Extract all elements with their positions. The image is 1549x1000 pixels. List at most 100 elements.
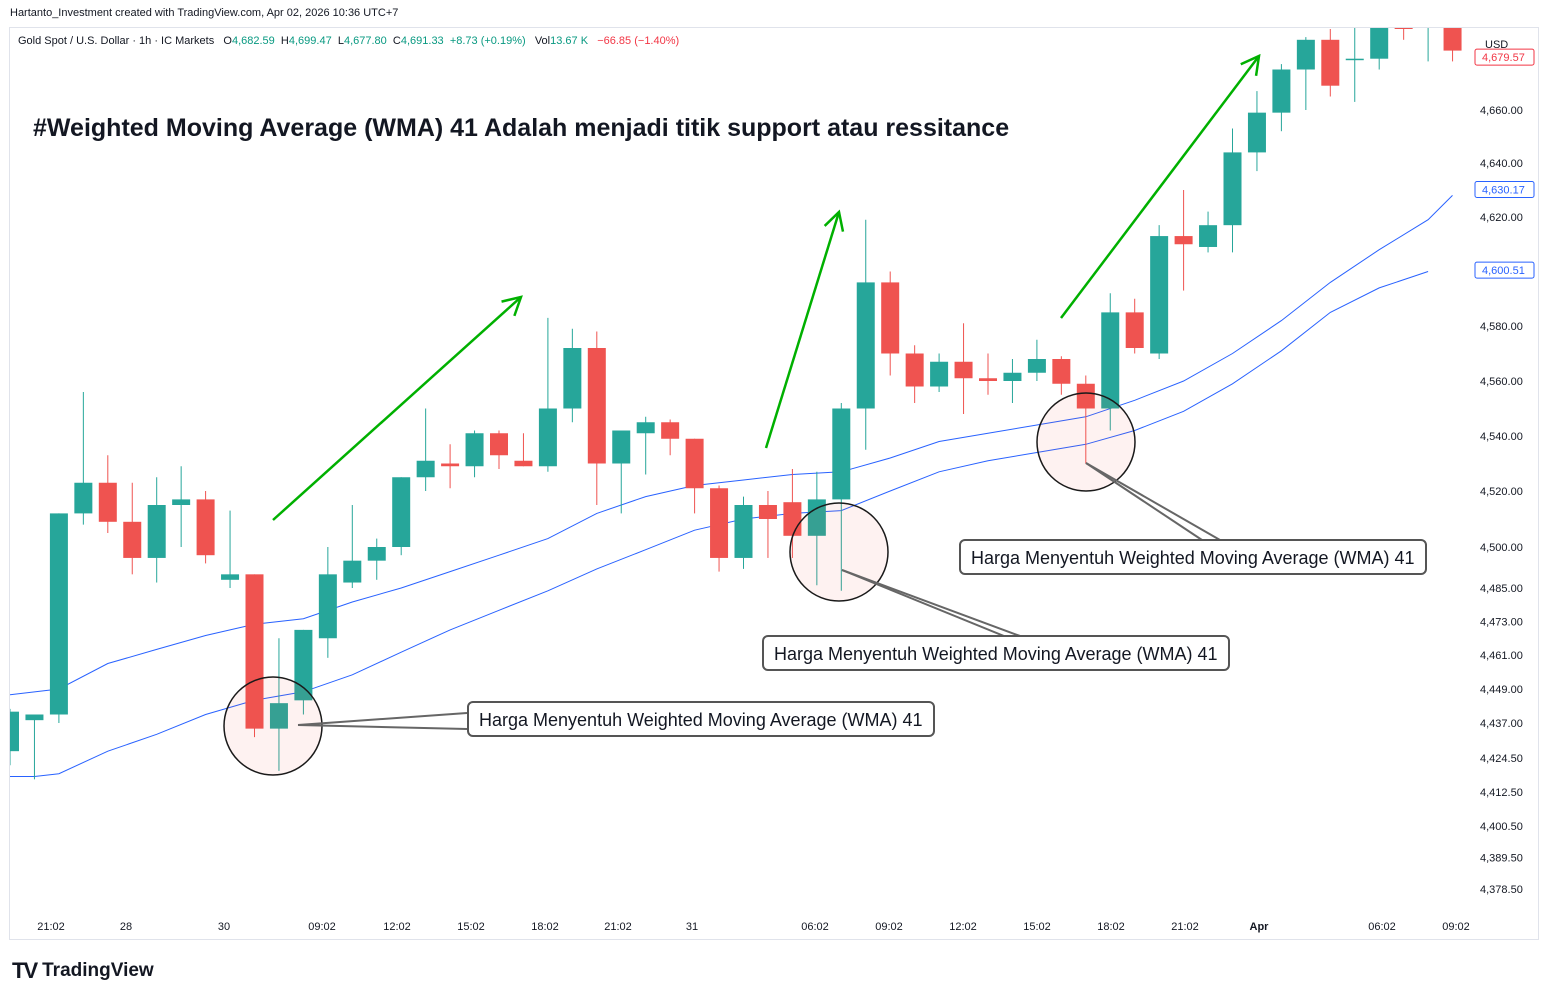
y-tick-label: 4,389.50 (1480, 853, 1523, 865)
candle-body (832, 408, 851, 500)
candle-body (245, 574, 264, 729)
candle-body (367, 547, 386, 561)
candle-body (563, 348, 582, 409)
candle (392, 477, 411, 556)
candle (1199, 211, 1218, 253)
price-change: +8.73 (+0.19%) (449, 35, 526, 47)
y-tick-label: 4,560.00 (1480, 376, 1523, 388)
candle-body (636, 422, 655, 434)
candle (685, 438, 704, 514)
candle-body (1321, 39, 1340, 86)
candle (807, 471, 826, 586)
trend-arrow-2 (764, 211, 841, 449)
candle (612, 430, 631, 514)
candle-body (147, 505, 166, 558)
candle (1370, 28, 1389, 70)
candle-body (1272, 69, 1291, 113)
candle-body (294, 629, 313, 701)
candle-body (758, 505, 777, 519)
candle (710, 485, 729, 572)
trend-arrow-head (501, 295, 523, 317)
x-tick-label: 15:02 (457, 921, 485, 933)
y-tick-label: 4,437.00 (1480, 718, 1523, 730)
candle (1272, 64, 1291, 132)
candle-body (196, 499, 215, 556)
x-tick-label: 09:02 (875, 921, 903, 933)
tradingview-logo[interactable]: TV TradingView (12, 958, 154, 984)
trend-arrow-3 (1060, 55, 1260, 319)
y-tick-label: 4,424.50 (1480, 753, 1523, 765)
candle (905, 345, 924, 403)
candle (538, 317, 557, 472)
candle (1321, 29, 1340, 97)
x-tick-label: 31 (686, 921, 698, 933)
callout-wma-touch-1[interactable]: Harga Menyentuh Weighted Moving Average … (467, 701, 935, 737)
candle (294, 629, 313, 715)
candle-body (1345, 58, 1364, 61)
candle (25, 714, 44, 780)
candle (1223, 128, 1242, 253)
candle (465, 430, 484, 478)
y-tick-label: 4,580.00 (1480, 321, 1523, 333)
wma-line-1 (10, 195, 1453, 696)
callout-leader-line (1085, 462, 1221, 541)
close-label: C (392, 35, 401, 47)
candle (1427, 28, 1429, 62)
y-tick-label: 4,620.00 (1480, 212, 1523, 224)
candle (10, 708, 19, 766)
candle (1443, 28, 1462, 62)
candle (343, 505, 362, 588)
symbol-name[interactable]: Gold Spot / U.S. Dollar · 1h · IC Market… (18, 35, 215, 47)
candle-body (172, 499, 191, 505)
candle-body (881, 282, 900, 354)
candle (123, 482, 142, 575)
candle-body (1223, 152, 1242, 226)
candle (221, 510, 240, 588)
y-tick-label: 4,378.50 (1480, 884, 1523, 896)
chart-headline: #Weighted Moving Average (WMA) 41 Adalah… (33, 114, 1010, 142)
callout-leader-line (1085, 462, 1203, 541)
price-tag-text: 4,630.17 (1482, 185, 1525, 197)
candle-body (392, 477, 411, 547)
high-label: H (280, 35, 289, 47)
candle-body (905, 353, 924, 387)
candle (147, 477, 166, 583)
candle-body (587, 348, 606, 464)
candle (367, 538, 386, 580)
x-tick-label: 15:02 (1023, 921, 1051, 933)
candle-body (1052, 359, 1071, 384)
x-tick-label: 21:02 (37, 921, 65, 933)
candle-body (1199, 225, 1218, 247)
candle (1027, 339, 1046, 381)
trend-arrow-head (823, 209, 845, 232)
candle-body (1370, 28, 1389, 59)
y-tick-label: 4,473.00 (1480, 617, 1523, 629)
trend-arrow-1 (272, 296, 522, 521)
candle-body (930, 361, 949, 387)
symbol-legend: Gold Spot / U.S. Dollar · 1h · IC Market… (18, 35, 679, 47)
price-tag-text: 4,600.51 (1482, 265, 1525, 277)
y-tick-label: 4,400.50 (1480, 821, 1523, 833)
callout-wma-touch-3[interactable]: Harga Menyentuh Weighted Moving Average … (959, 539, 1427, 575)
x-tick-label: 09:02 (1442, 921, 1470, 933)
price-tag-2: 4,630.17 (1474, 181, 1535, 199)
callout-wma-touch-2[interactable]: Harga Menyentuh Weighted Moving Average … (762, 635, 1230, 671)
candle-body (1076, 383, 1095, 409)
candle-body (661, 422, 680, 439)
x-tick-label: 12:02 (383, 921, 411, 933)
candle (1296, 37, 1315, 110)
candle (172, 466, 191, 547)
callout-leader-line (297, 724, 468, 730)
candle-body (1003, 372, 1022, 381)
y-tick-label: 4,485.00 (1480, 583, 1523, 595)
candle (98, 455, 117, 533)
price-tag-box (1474, 48, 1535, 66)
candle-body (807, 499, 826, 536)
candle-body (685, 438, 704, 489)
candle-body (856, 282, 875, 409)
candle (1247, 91, 1266, 172)
candle-body (1296, 39, 1315, 70)
trend-arrow-head (1240, 53, 1261, 76)
y-tick-label: 4,412.50 (1480, 787, 1523, 799)
